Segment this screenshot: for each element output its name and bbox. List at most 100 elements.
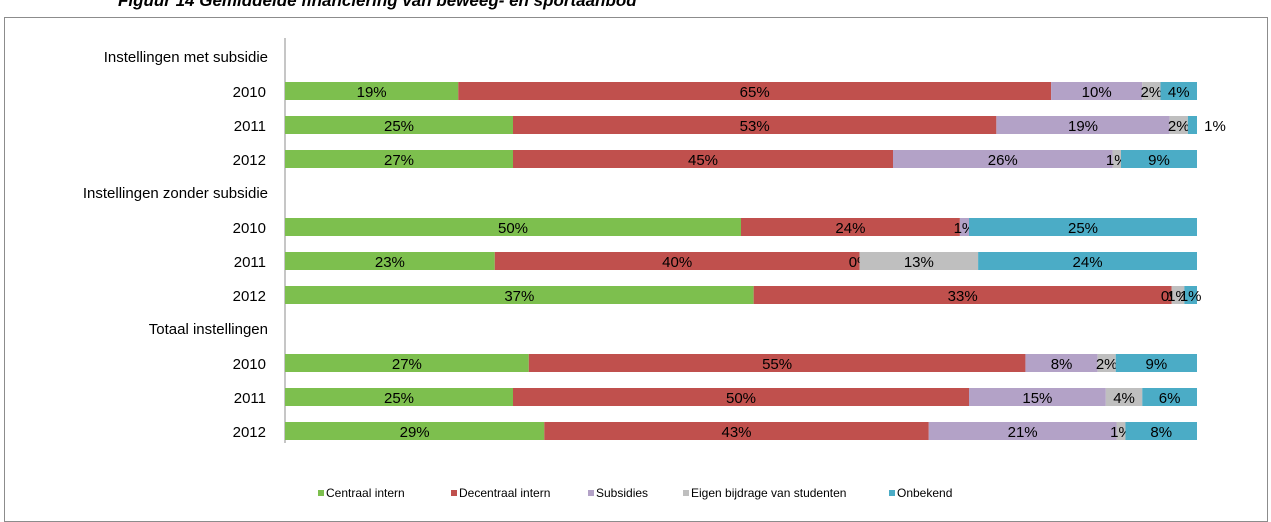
group-label: Instellingen met subsidie [104,49,268,66]
data-label: 21% [1008,424,1038,441]
data-label: 9% [1146,356,1168,373]
bar-segment-onbekend [1115,354,1197,372]
data-label: 9% [1148,152,1170,169]
data-label: 13% [904,254,934,271]
bar-segment-eigen-bijdrage-van-studenten [1112,150,1121,168]
legend-label: Decentraal intern [459,486,550,500]
bar-segment-subsidies [1025,354,1098,372]
bar-segment-centraal-intern [285,252,495,270]
legend-label: Eigen bijdrage van studenten [691,486,846,500]
data-label: 40% [662,254,692,271]
bar-segment-centraal-intern [285,286,754,304]
category-label: 2010 [233,220,266,237]
legend-swatch [318,490,324,496]
data-label: 19% [357,84,387,101]
data-label: 65% [740,84,770,101]
figure-caption: Figuur 14 Gemiddelde financiering van be… [118,0,637,10]
data-label: 26% [988,152,1018,169]
bar-segment-decentraal-intern [528,354,1026,372]
bar-segment-decentraal-intern [458,82,1052,100]
data-label: 10% [1082,84,1112,101]
data-label: 50% [726,390,756,407]
legend-swatch [683,490,689,496]
legend-label: Onbekend [897,486,952,500]
bar-segment-centraal-intern [285,422,545,440]
data-label: 55% [762,356,792,373]
bar-segment-eigen-bijdrage-van-studenten [859,252,979,270]
bar-segment-centraal-intern [285,82,459,100]
legend-label: Subsidies [596,486,648,500]
bar-segment-onbekend [1160,82,1197,100]
data-label: 25% [384,118,414,135]
data-label: 6% [1159,390,1181,407]
data-label: 27% [384,152,414,169]
category-label: 2012 [233,152,266,169]
category-label: 2010 [233,356,266,373]
bar-segment-centraal-intern [285,388,513,406]
data-label: 24% [835,220,865,237]
category-label: 2012 [233,288,266,305]
data-label: 4% [1113,390,1135,407]
data-label: 25% [1068,220,1098,237]
bar-segment-subsidies [928,422,1117,440]
bar-segment-eigen-bijdrage-van-studenten [1142,82,1161,100]
legend-swatch [889,490,895,496]
group-label: Instellingen zonder subsidie [83,185,268,202]
data-label: 1% [1180,288,1202,305]
data-label: 4% [1168,84,1190,101]
bar-segment-eigen-bijdrage-van-studenten [1105,388,1143,406]
bar-segment-decentraal-intern [513,116,997,134]
data-label: 43% [722,424,752,441]
bar-segment-subsidies [969,388,1106,406]
data-label: 19% [1068,118,1098,135]
bar-segment-onbekend [978,252,1197,270]
legend-label: Centraal intern [326,486,405,500]
bar-segment-eigen-bijdrage-van-studenten [1171,286,1185,304]
data-label: 45% [688,152,718,169]
category-label: 2010 [233,84,266,101]
bar-segment-decentraal-intern [513,388,969,406]
data-label: 2% [1168,118,1190,135]
data-label: 23% [375,254,405,271]
data-label: 25% [384,390,414,407]
category-label: 2012 [233,424,266,441]
bar-segment-onbekend [1187,116,1197,134]
bar-segment-onbekend [1184,286,1197,304]
bar-segment-onbekend [1125,422,1197,440]
data-label: 2% [1096,356,1118,373]
bar-segment-subsidies [893,150,1113,168]
bar-segment-subsidies [996,116,1170,134]
data-label: 29% [400,424,430,441]
data-label: 27% [392,356,422,373]
bar-segment-eigen-bijdrage-van-studenten [1097,354,1116,372]
category-label: 2011 [234,118,266,135]
data-label: 53% [740,118,770,135]
bar-segment-decentraal-intern [753,286,1172,304]
bar-segment-decentraal-intern [494,252,860,270]
data-label: 33% [948,288,978,305]
legend-swatch [451,490,457,496]
bar-segment-centraal-intern [285,116,513,134]
data-label: 37% [504,288,534,305]
data-label: 50% [498,220,528,237]
bar-segment-centraal-intern [285,218,741,236]
bar-segment-subsidies [1051,82,1143,100]
category-label: 2011 [234,254,266,271]
data-label: 2% [1141,84,1163,101]
bar-segment-centraal-intern [285,150,513,168]
data-label: 15% [1022,390,1052,407]
bar-segment-decentraal-intern [544,422,929,440]
bar-segment-centraal-intern [285,354,529,372]
data-label: 8% [1051,356,1073,373]
bar-segment-onbekend [1142,388,1197,406]
group-label: Totaal instellingen [149,321,268,338]
data-label: 1% [1167,288,1189,305]
legend-swatch [588,490,594,496]
data-label: 8% [1150,424,1172,441]
category-label: 2011 [234,390,266,407]
bar-segment-onbekend [969,218,1197,236]
bar-segment-decentraal-intern [513,150,893,168]
bar-segment-decentraal-intern [741,218,960,236]
bar-segment-eigen-bijdrage-van-studenten [1116,422,1126,440]
